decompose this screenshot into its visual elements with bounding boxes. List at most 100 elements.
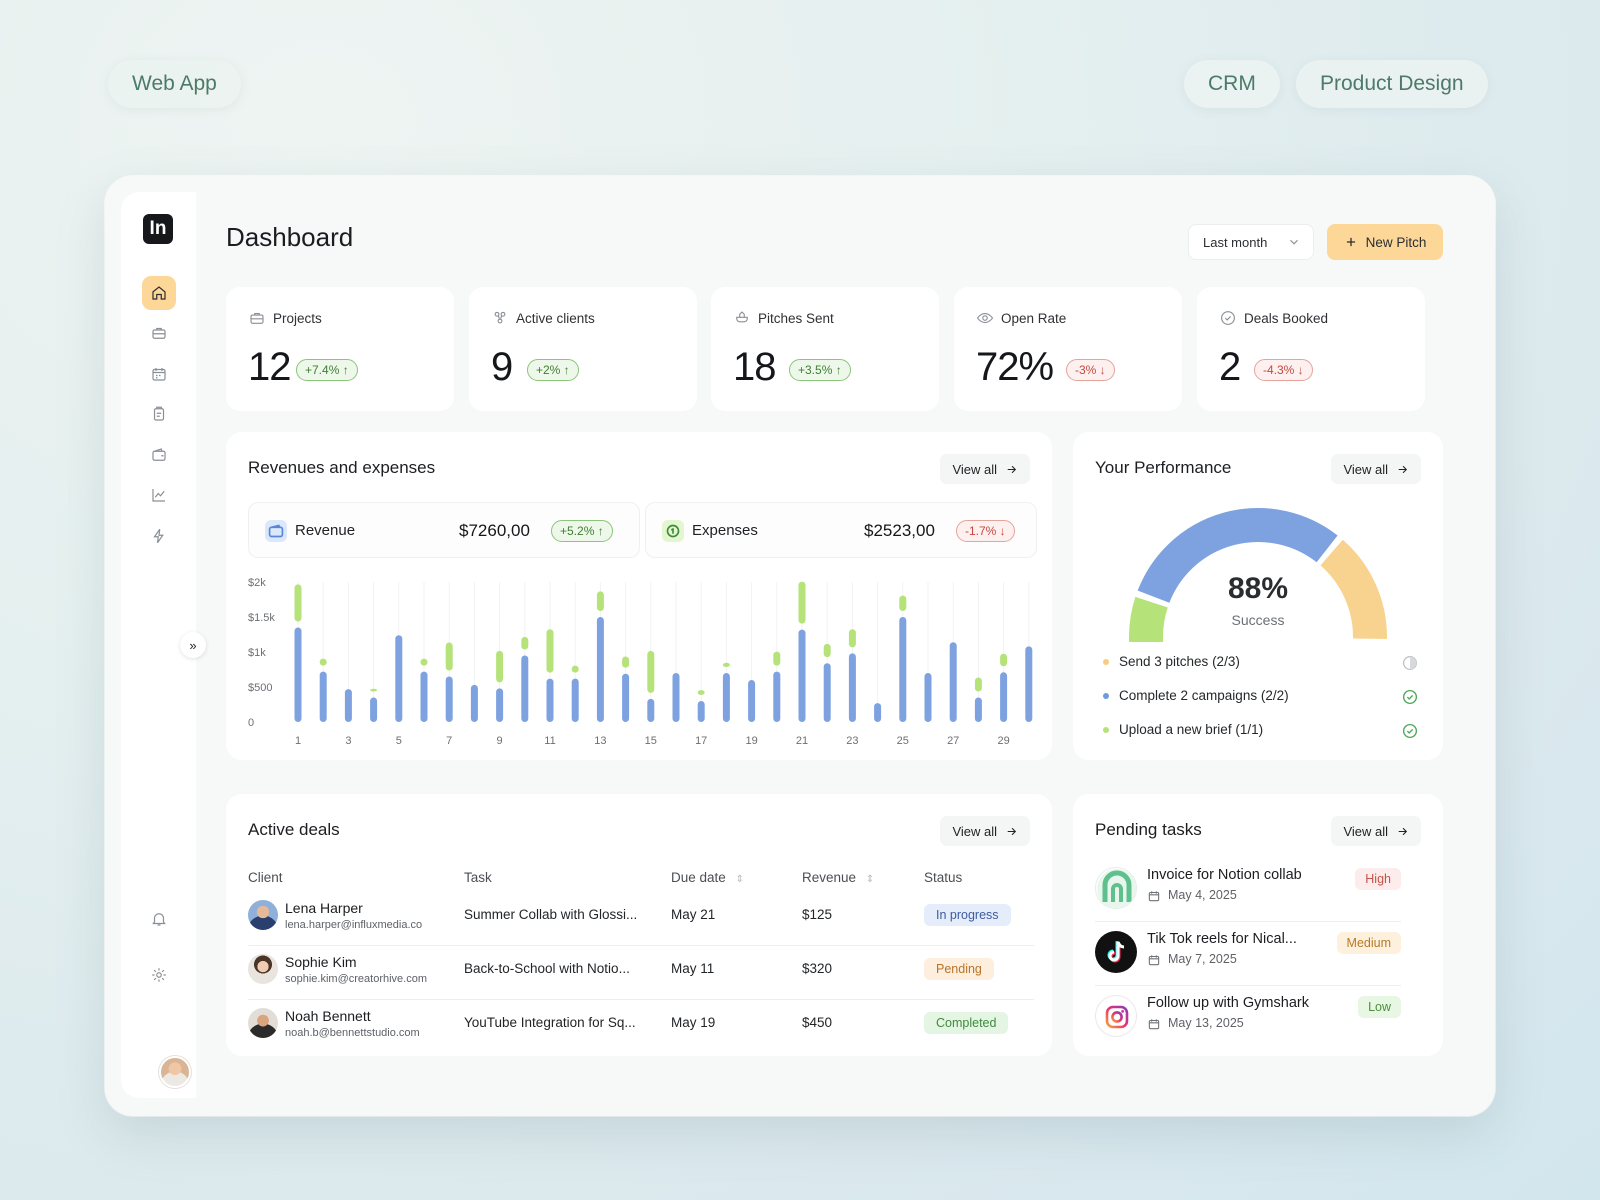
expense-bar[interactable]	[823, 643, 831, 658]
revenues-view-all-button[interactable]: View all	[940, 454, 1030, 484]
table-row[interactable]: Sophie Kim sophie.kim@creatorhive.com Ba…	[248, 946, 1034, 1000]
goal-dot	[1103, 726, 1109, 733]
revenue-bar[interactable]	[949, 642, 957, 722]
expenses-summary[interactable]: Expenses $2523,00 -1.7% ↓	[645, 502, 1037, 558]
nav-projects[interactable]	[142, 316, 176, 350]
revenue-bar[interactable]	[319, 671, 327, 722]
revenue-summary[interactable]: Revenue $7260,00 +5.2% ↑	[248, 502, 640, 558]
revenue-bar[interactable]	[596, 617, 604, 722]
revenue-bar[interactable]	[420, 671, 428, 722]
revenue-bar[interactable]	[848, 653, 856, 722]
column-header-due-date[interactable]: Due date ⇕	[671, 870, 744, 885]
revenue-bar[interactable]	[496, 688, 504, 722]
revenue-bar[interactable]	[1000, 672, 1008, 722]
expense-bar[interactable]	[596, 591, 604, 611]
revenue-bar[interactable]	[798, 629, 806, 722]
revenue-bar[interactable]	[722, 673, 730, 722]
page-title: Dashboard	[226, 222, 354, 252]
nav-home[interactable]	[142, 276, 176, 310]
expense-bar[interactable]	[899, 595, 907, 611]
expense-bar[interactable]	[647, 650, 655, 693]
success-gauge	[1129, 508, 1387, 642]
revenue-wallet-icon	[265, 520, 287, 542]
stat-card-projects[interactable]: Projects 12 +7.4% ↑	[226, 287, 454, 411]
nav-settings[interactable]	[142, 958, 176, 992]
expense-bar[interactable]	[319, 658, 327, 666]
column-header-client[interactable]: Client	[248, 870, 283, 885]
gauge-segment-green	[1129, 596, 1168, 642]
app-logo[interactable]: In	[143, 214, 173, 244]
expense-bar[interactable]	[974, 677, 982, 692]
nav-integrations[interactable]	[142, 519, 176, 553]
expense-bar[interactable]	[521, 636, 529, 650]
revenue-bar[interactable]	[924, 673, 932, 722]
revenue-bar[interactable]	[672, 673, 680, 722]
nav-notifications[interactable]	[142, 902, 176, 936]
table-row[interactable]: Lena Harper lena.harper@influxmedia.co S…	[248, 892, 1034, 946]
task-item[interactable]: Tik Tok reels for Nical... May 7, 2025 M…	[1095, 924, 1401, 986]
period-dropdown[interactable]: Last month	[1188, 224, 1314, 260]
user-avatar[interactable]	[159, 1056, 191, 1088]
stat-card-pitches-sent[interactable]: Pitches Sent 18 +3.5% ↑	[711, 287, 939, 411]
task-item[interactable]: Invoice for Notion collab May 4, 2025 Hi…	[1095, 860, 1401, 922]
nav-wallet[interactable]	[142, 438, 176, 472]
expense-bar[interactable]	[294, 584, 302, 622]
revenue-bar[interactable]	[697, 701, 705, 722]
client-name: Sophie Kim	[285, 954, 357, 970]
performance-view-all-button[interactable]: View all	[1331, 454, 1421, 484]
revenue-bar[interactable]	[899, 617, 907, 722]
nav-analytics[interactable]	[142, 478, 176, 512]
table-row[interactable]: Noah Bennett noah.b@bennettstudio.com Yo…	[248, 1000, 1034, 1054]
stat-card-active-clients[interactable]: Active clients 9 +2% ↑	[469, 287, 697, 411]
task-item[interactable]: Follow up with Gymshark May 13, 2025 Low	[1095, 988, 1401, 1050]
expense-bar[interactable]	[546, 629, 554, 673]
revenue-bar[interactable]	[370, 697, 378, 723]
avatar	[248, 900, 278, 930]
column-header-revenue[interactable]: Revenue ⇕	[802, 870, 874, 885]
revenue-bar[interactable]	[395, 635, 403, 722]
revenue-bar[interactable]	[1025, 646, 1033, 722]
expense-bar[interactable]	[622, 656, 630, 668]
new-pitch-button[interactable]: New Pitch	[1327, 224, 1443, 260]
nav-calendar[interactable]	[142, 357, 176, 391]
gauge-segment-orange	[1320, 539, 1387, 640]
deals-view-all-button[interactable]: View all	[940, 816, 1030, 846]
column-header-task[interactable]: Task	[464, 870, 492, 885]
expense-bar[interactable]	[773, 651, 781, 666]
revenue-bar[interactable]	[647, 698, 655, 722]
column-header-status[interactable]: Status	[924, 870, 963, 885]
nav-tasks[interactable]	[142, 397, 176, 431]
revenue-bar[interactable]	[874, 703, 882, 722]
notion-brand-logo	[1095, 867, 1137, 909]
expense-bar[interactable]	[496, 650, 504, 683]
expense-bar[interactable]	[571, 665, 579, 673]
revenue-bar[interactable]	[546, 678, 554, 722]
revenue-bar[interactable]	[344, 689, 352, 722]
x-tick-label: 9	[497, 735, 503, 747]
expense-bar[interactable]	[445, 642, 453, 671]
task-title: Tik Tok reels for Nical...	[1147, 931, 1297, 947]
pending-tasks-card: Pending tasks View all Invoice for Notio…	[1073, 794, 1443, 1056]
revenue-bar[interactable]	[521, 655, 529, 723]
stat-card-open-rate[interactable]: Open Rate 72% -3% ↓	[954, 287, 1182, 411]
revenue-bar[interactable]	[974, 697, 982, 723]
expense-bar[interactable]	[1000, 653, 1008, 667]
revenue-bar[interactable]	[748, 680, 756, 722]
revenue-bar[interactable]	[773, 671, 781, 722]
expense-bar[interactable]	[798, 581, 806, 624]
sidebar-expand-button[interactable]: »	[180, 632, 206, 658]
expense-bar[interactable]	[420, 658, 428, 666]
expense-bar[interactable]	[722, 662, 730, 667]
revenue-bar[interactable]	[294, 627, 302, 723]
stat-card-deals-booked[interactable]: Deals Booked 2 -4.3% ↓	[1197, 287, 1425, 411]
revenue-bar[interactable]	[622, 673, 630, 722]
client-name: Noah Bennett	[285, 1008, 371, 1024]
expense-bar[interactable]	[370, 688, 378, 692]
expense-bar[interactable]	[697, 690, 705, 695]
revenue-bar[interactable]	[571, 678, 579, 722]
tasks-view-all-button[interactable]: View all	[1331, 816, 1421, 846]
revenue-bar[interactable]	[823, 663, 831, 722]
revenue-bar[interactable]	[470, 684, 478, 722]
expense-bar[interactable]	[848, 629, 856, 648]
revenue-bar[interactable]	[445, 676, 453, 723]
